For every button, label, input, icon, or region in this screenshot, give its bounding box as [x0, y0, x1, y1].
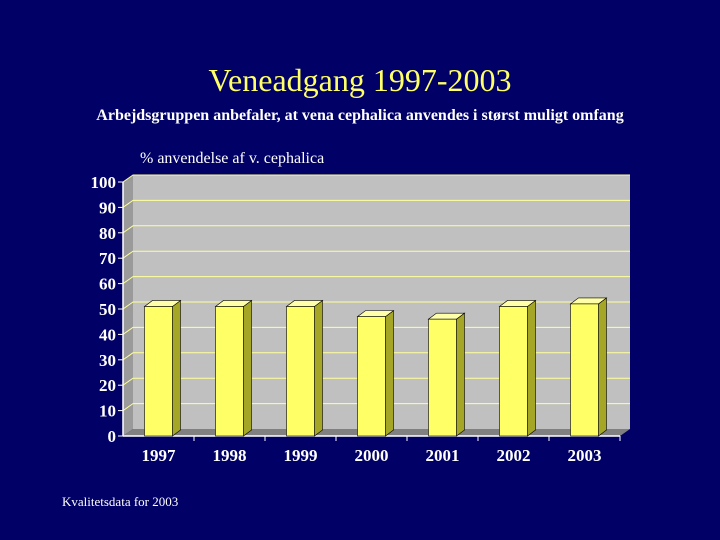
bar-side [172, 299, 181, 437]
x-tick-label: 2003 [568, 446, 602, 465]
x-tick-label: 2001 [426, 446, 460, 465]
bar [570, 303, 599, 437]
footer-text: Kvalitetsdata for 2003 [62, 494, 179, 509]
y-tick-label: 50 [99, 300, 116, 319]
x-tick-label: 1999 [284, 446, 318, 465]
gridline [122, 225, 630, 234]
bar [144, 306, 173, 437]
bar-side [243, 299, 252, 437]
gridline [122, 199, 630, 208]
x-tick-label: 2000 [355, 446, 389, 465]
x-tick-label: 2002 [497, 446, 531, 465]
y-tick-label: 90 [99, 198, 116, 217]
y-tick-label: 0 [108, 427, 117, 446]
y-tick-label: 80 [99, 224, 116, 243]
bar [428, 318, 457, 437]
bar-side [314, 299, 323, 437]
y-tick-label: 20 [99, 376, 116, 395]
bar-side [598, 297, 607, 437]
bar-side [527, 299, 536, 437]
bar [499, 306, 528, 437]
bar [215, 306, 244, 437]
gridline [122, 174, 630, 183]
bar-side [456, 312, 465, 437]
gridline [122, 250, 630, 259]
y-tick-label: 40 [99, 325, 116, 344]
bar-side [385, 310, 394, 437]
gridline [122, 301, 630, 310]
x-tick-label: 1998 [213, 446, 247, 465]
gridline [122, 276, 630, 285]
bar [357, 316, 386, 437]
slide-title: Veneadgang 1997-2003 [208, 62, 512, 98]
y-tick-label: 10 [99, 402, 116, 421]
y-tick-label: 70 [99, 249, 116, 268]
bar [286, 306, 315, 437]
x-tick-label: 1997 [142, 446, 177, 465]
chart-title: % anvendelse af v. cephalica [140, 150, 324, 167]
y-tick-label: 60 [99, 275, 116, 294]
slide-subtitle: Arbejdsgruppen anbefaler, at vena cephal… [96, 107, 624, 124]
y-tick-label: 100 [91, 173, 117, 192]
y-tick-label: 30 [99, 351, 116, 370]
